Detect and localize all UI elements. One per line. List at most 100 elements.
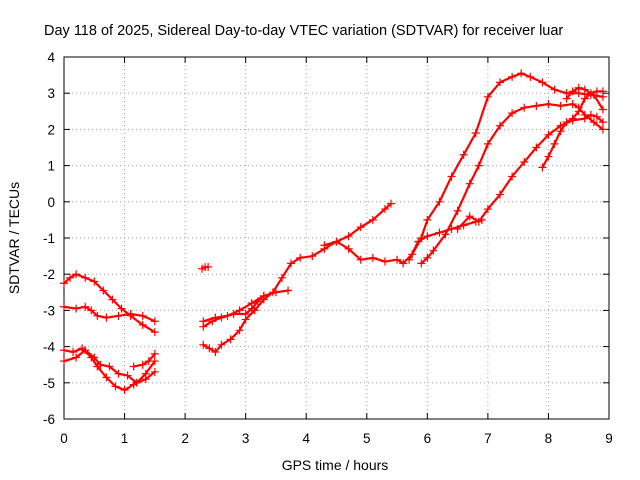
data-point <box>520 157 529 166</box>
data-point <box>483 92 492 101</box>
series-track-8 <box>199 291 268 331</box>
data-point <box>556 127 565 136</box>
y-tick-label: 4 <box>47 50 55 65</box>
data-point <box>474 217 483 226</box>
data-point <box>108 295 117 304</box>
y-tick-label: -3 <box>43 303 55 318</box>
series-line <box>456 113 605 230</box>
data-point <box>138 311 147 320</box>
data-point <box>138 320 147 329</box>
data-point <box>72 270 81 279</box>
data-point <box>320 241 329 250</box>
data-point <box>538 163 547 172</box>
data-point <box>126 310 135 319</box>
data-point <box>429 246 438 255</box>
series-track-14 <box>538 87 607 172</box>
data-point <box>598 105 607 114</box>
data-point <box>205 344 214 353</box>
y-tick-label: 0 <box>47 195 55 210</box>
data-point <box>332 237 341 246</box>
series-line <box>202 202 393 354</box>
data-point <box>204 262 213 271</box>
data-point <box>268 288 277 297</box>
data-point <box>423 232 432 241</box>
data-point <box>81 346 90 355</box>
data-point <box>208 317 217 326</box>
data-point <box>508 72 517 81</box>
data-point <box>69 348 78 357</box>
data-point <box>483 139 492 148</box>
data-point <box>60 346 68 355</box>
data-point <box>296 253 305 262</box>
data-point <box>253 297 262 306</box>
data-point <box>465 212 474 221</box>
data-point <box>550 85 559 94</box>
data-point <box>250 306 259 315</box>
data-point <box>93 311 102 320</box>
data-point <box>72 353 81 362</box>
data-point <box>453 224 462 233</box>
data-point <box>405 255 414 264</box>
data-point <box>344 232 353 241</box>
data-point <box>544 130 553 139</box>
data-point <box>241 315 250 324</box>
data-point <box>520 103 529 112</box>
data-point <box>526 72 535 81</box>
data-point <box>259 295 268 304</box>
data-point <box>72 304 81 313</box>
x-tick-label: 6 <box>424 431 432 446</box>
data-point <box>544 100 553 109</box>
data-point <box>435 228 444 237</box>
series-line <box>132 352 156 368</box>
data-point <box>580 85 589 94</box>
series-track-12 <box>405 215 486 264</box>
data-point <box>532 101 541 110</box>
y-tick-label: -4 <box>43 340 55 355</box>
data-point <box>380 205 389 214</box>
data-point <box>423 215 432 224</box>
data-point <box>278 273 286 282</box>
series-track-4 <box>60 346 159 387</box>
data-point <box>99 286 108 295</box>
y-tick-label: -1 <box>43 231 55 246</box>
series-track-2 <box>60 302 159 326</box>
data-point <box>60 357 68 366</box>
data-point <box>129 362 138 371</box>
data-point <box>229 310 238 319</box>
x-tick-label: 8 <box>545 431 553 446</box>
data-point <box>150 328 159 337</box>
y-tick-label: -2 <box>43 267 55 282</box>
data-point <box>105 362 114 371</box>
x-tick-label: 4 <box>302 431 310 446</box>
data-point <box>356 223 365 232</box>
data-point <box>496 190 504 199</box>
data-point <box>532 143 541 152</box>
series-line <box>62 273 156 334</box>
data-point <box>399 259 408 268</box>
data-point <box>550 139 559 148</box>
data-point <box>114 311 123 320</box>
data-point <box>435 197 444 206</box>
data-point <box>447 172 456 181</box>
data-point <box>598 87 607 96</box>
data-point <box>496 78 504 87</box>
data-point <box>150 317 159 326</box>
series-line <box>62 349 156 384</box>
series-line <box>408 218 483 261</box>
data-point <box>217 340 226 349</box>
data-point <box>150 349 159 358</box>
data-point <box>90 277 99 286</box>
data-point <box>344 244 353 253</box>
data-point <box>211 348 220 357</box>
data-point <box>60 302 68 311</box>
x-tick-label: 9 <box>605 431 613 446</box>
y-tick-label: -5 <box>43 376 55 391</box>
data-point <box>598 125 607 134</box>
data-point <box>132 378 141 387</box>
data-point <box>556 101 565 110</box>
data-point <box>544 152 553 161</box>
data-point <box>580 114 589 123</box>
data-point <box>465 179 474 188</box>
y-tick-label: 1 <box>47 159 55 174</box>
